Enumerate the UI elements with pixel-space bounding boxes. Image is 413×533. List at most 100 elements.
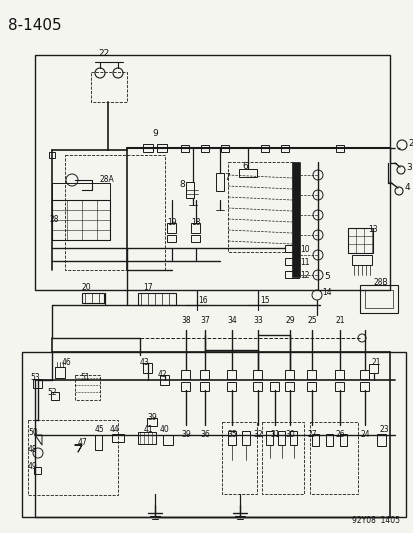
Text: 2: 2 bbox=[407, 139, 413, 148]
Text: 8: 8 bbox=[179, 180, 185, 189]
Bar bbox=[285, 369, 294, 378]
Text: 43: 43 bbox=[140, 358, 150, 367]
Bar bbox=[221, 144, 228, 151]
Bar bbox=[167, 235, 176, 241]
Bar bbox=[167, 223, 176, 233]
Text: 11: 11 bbox=[299, 258, 309, 267]
Text: 45: 45 bbox=[95, 425, 104, 434]
Bar bbox=[112, 434, 124, 442]
Text: 28A: 28A bbox=[100, 175, 114, 184]
Bar bbox=[28, 420, 118, 495]
Text: 5: 5 bbox=[323, 272, 329, 281]
Bar bbox=[253, 382, 262, 391]
Text: 36: 36 bbox=[199, 430, 209, 439]
Bar bbox=[200, 369, 209, 378]
Text: 51: 51 bbox=[80, 373, 89, 382]
Text: 21: 21 bbox=[371, 358, 380, 367]
Bar bbox=[227, 382, 236, 391]
Bar bbox=[157, 144, 166, 152]
Bar bbox=[290, 431, 297, 445]
Bar bbox=[270, 382, 279, 391]
Bar bbox=[181, 369, 190, 378]
Text: 44: 44 bbox=[110, 425, 119, 434]
Bar bbox=[22, 352, 405, 517]
Text: 9: 9 bbox=[152, 129, 157, 138]
Bar bbox=[280, 144, 288, 151]
Text: 38: 38 bbox=[181, 316, 190, 325]
Text: 42: 42 bbox=[158, 370, 167, 379]
Bar bbox=[185, 182, 194, 198]
Text: 22: 22 bbox=[98, 49, 109, 58]
Text: 7: 7 bbox=[223, 173, 229, 182]
Bar bbox=[49, 152, 55, 158]
Bar bbox=[351, 255, 371, 265]
Bar bbox=[227, 369, 236, 378]
Bar bbox=[284, 245, 298, 252]
Bar bbox=[91, 72, 127, 102]
Bar bbox=[201, 144, 209, 151]
Text: 33: 33 bbox=[252, 316, 262, 325]
Text: 15: 15 bbox=[259, 296, 269, 305]
Bar bbox=[191, 223, 200, 233]
Text: 50: 50 bbox=[28, 428, 38, 437]
Bar bbox=[52, 200, 110, 240]
Bar bbox=[65, 155, 165, 270]
Bar bbox=[260, 144, 268, 151]
Text: 8-1405: 8-1405 bbox=[8, 18, 62, 33]
Bar bbox=[82, 293, 104, 303]
Bar bbox=[33, 378, 43, 387]
Bar bbox=[339, 434, 347, 446]
Bar bbox=[228, 431, 235, 445]
Text: 19: 19 bbox=[167, 218, 176, 227]
Bar bbox=[369, 364, 377, 373]
Bar bbox=[138, 293, 176, 305]
Text: 49: 49 bbox=[28, 462, 38, 471]
Bar bbox=[180, 144, 189, 151]
Bar bbox=[347, 228, 372, 253]
Bar bbox=[312, 434, 319, 446]
Bar bbox=[326, 434, 333, 446]
Text: 27: 27 bbox=[306, 430, 316, 439]
Bar bbox=[200, 382, 209, 391]
Text: 13: 13 bbox=[367, 225, 377, 234]
Text: 52: 52 bbox=[47, 388, 57, 397]
Bar bbox=[261, 422, 303, 494]
Bar bbox=[359, 285, 397, 313]
Bar bbox=[163, 435, 173, 445]
Text: 35: 35 bbox=[227, 430, 236, 439]
Bar bbox=[238, 169, 256, 177]
Text: 17: 17 bbox=[142, 283, 152, 292]
Text: 39: 39 bbox=[181, 430, 190, 439]
Bar bbox=[284, 257, 298, 264]
Text: 21: 21 bbox=[335, 316, 344, 325]
Bar bbox=[35, 55, 389, 290]
Text: 3: 3 bbox=[405, 163, 411, 172]
Text: 41: 41 bbox=[143, 425, 152, 434]
Bar bbox=[266, 431, 273, 445]
Bar bbox=[34, 466, 41, 473]
Bar bbox=[291, 162, 299, 277]
Text: 20: 20 bbox=[82, 283, 91, 292]
Bar bbox=[284, 271, 298, 278]
Text: 10: 10 bbox=[299, 245, 309, 254]
Text: 46: 46 bbox=[62, 358, 71, 367]
Text: 37: 37 bbox=[199, 316, 209, 325]
Bar bbox=[143, 363, 152, 373]
Bar bbox=[75, 375, 100, 400]
Bar bbox=[228, 162, 292, 252]
Text: 23: 23 bbox=[379, 425, 389, 434]
Bar bbox=[377, 434, 386, 446]
Bar bbox=[335, 144, 343, 151]
Bar bbox=[160, 375, 169, 385]
Bar bbox=[335, 382, 344, 391]
Bar bbox=[360, 382, 369, 391]
Text: 4: 4 bbox=[404, 183, 410, 192]
Bar bbox=[335, 369, 344, 378]
Bar bbox=[181, 382, 190, 391]
Text: 40: 40 bbox=[160, 425, 169, 434]
Text: 48: 48 bbox=[28, 445, 38, 454]
Text: 28B: 28B bbox=[373, 278, 388, 287]
Bar bbox=[51, 392, 59, 400]
Text: 47: 47 bbox=[78, 438, 88, 447]
Text: 34: 34 bbox=[227, 316, 236, 325]
